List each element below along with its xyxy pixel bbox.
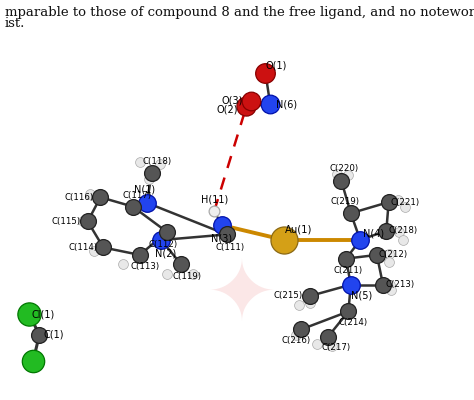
Point — [385, 199, 392, 205]
Text: C(221): C(221) — [391, 198, 420, 206]
Point — [218, 222, 226, 228]
Text: C(217): C(217) — [322, 344, 351, 352]
Point — [356, 237, 364, 243]
Point — [342, 256, 350, 262]
Text: C(216): C(216) — [281, 336, 310, 345]
Text: C(213): C(213) — [385, 280, 414, 289]
Text: C(212): C(212) — [379, 250, 408, 260]
Text: C(115): C(115) — [51, 217, 81, 226]
Text: C(211): C(211) — [334, 266, 363, 275]
Point — [324, 334, 332, 340]
Point — [163, 270, 171, 277]
Point — [298, 326, 305, 332]
Point — [146, 176, 153, 182]
Text: Au(1): Au(1) — [285, 225, 312, 235]
Point — [266, 101, 274, 108]
Text: C(215): C(215) — [273, 291, 302, 300]
Text: C(219): C(219) — [330, 197, 360, 206]
Point — [143, 200, 151, 206]
Point — [386, 282, 393, 288]
Point — [79, 218, 87, 224]
Point — [345, 308, 352, 315]
Point — [281, 237, 288, 243]
Point — [292, 332, 300, 338]
Point — [36, 332, 43, 338]
Point — [328, 343, 336, 349]
Text: H(11): H(11) — [201, 195, 228, 205]
Point — [148, 170, 155, 176]
Point — [379, 282, 387, 288]
Text: C(218): C(218) — [388, 226, 418, 235]
Point — [136, 252, 144, 258]
Point — [26, 311, 33, 318]
Text: N(5): N(5) — [351, 291, 372, 301]
Point — [313, 341, 320, 347]
Point — [337, 177, 345, 184]
Text: C(116): C(116) — [64, 193, 93, 202]
Text: C(117): C(117) — [123, 191, 152, 200]
Point — [97, 194, 104, 200]
Point — [347, 282, 355, 288]
Text: C(1): C(1) — [43, 330, 64, 340]
Text: ist.: ist. — [5, 17, 25, 30]
Text: N(6): N(6) — [276, 99, 297, 109]
Text: C(113): C(113) — [130, 262, 159, 270]
Text: O(2): O(2) — [217, 105, 238, 115]
Text: N(3): N(3) — [211, 233, 232, 243]
Point — [243, 103, 250, 109]
Point — [383, 228, 390, 234]
Point — [333, 171, 340, 177]
Point — [385, 251, 392, 257]
Point — [394, 197, 402, 203]
Point — [385, 259, 392, 266]
Point — [307, 293, 314, 299]
Text: C(119): C(119) — [172, 272, 201, 281]
Point — [29, 358, 37, 364]
Point — [90, 248, 98, 254]
Point — [100, 244, 107, 251]
Point — [401, 203, 409, 210]
Text: O(3): O(3) — [221, 96, 243, 106]
Text: C(220): C(220) — [329, 164, 358, 173]
Text: N(4): N(4) — [363, 228, 384, 238]
Point — [129, 203, 137, 210]
Point — [157, 237, 165, 243]
Point — [137, 159, 144, 165]
Point — [156, 160, 164, 167]
Point — [163, 229, 171, 235]
Point — [223, 231, 230, 238]
Point — [295, 302, 302, 308]
Point — [387, 287, 395, 294]
Text: C(111): C(111) — [216, 243, 245, 252]
Text: Cl(1): Cl(1) — [32, 310, 55, 320]
Text: mparable to those of compound 8 and the free ligand, and no noteworthy disparit: mparable to those of compound 8 and the … — [5, 6, 474, 19]
Text: N(2): N(2) — [155, 248, 176, 258]
Point — [119, 261, 127, 268]
Text: C(214): C(214) — [338, 318, 368, 327]
Text: C(118): C(118) — [143, 158, 172, 166]
Point — [177, 261, 185, 268]
Text: ✦: ✦ — [207, 255, 277, 336]
Point — [399, 237, 407, 243]
Point — [307, 300, 314, 306]
Text: C(114): C(114) — [69, 243, 98, 252]
Point — [84, 218, 91, 225]
Point — [347, 210, 355, 216]
Point — [86, 190, 94, 197]
Point — [345, 172, 352, 178]
Text: O(1): O(1) — [265, 61, 287, 71]
Text: N(1): N(1) — [134, 185, 155, 195]
Point — [247, 97, 255, 104]
Point — [373, 252, 381, 258]
Point — [190, 270, 197, 277]
Point — [210, 208, 218, 214]
Point — [395, 229, 403, 235]
Point — [262, 70, 269, 76]
Text: C(112): C(112) — [148, 240, 178, 249]
